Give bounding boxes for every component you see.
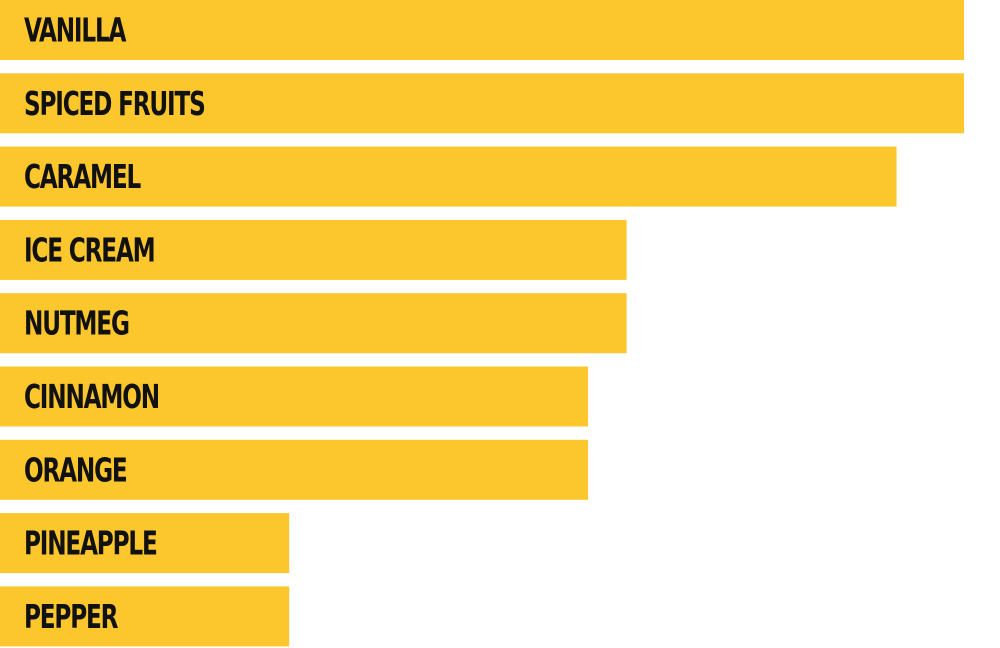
bar-label: CARAMEL — [24, 158, 141, 196]
bar-label: ORANGE — [24, 451, 127, 489]
bar — [0, 146, 897, 207]
bar — [0, 586, 290, 647]
bar — [0, 439, 589, 500]
bar — [0, 219, 627, 280]
bar-label: PINEAPPLE — [24, 524, 157, 562]
bar — [0, 513, 290, 574]
bar-label: NUTMEG — [24, 305, 129, 343]
bar — [0, 0, 964, 60]
bar — [0, 73, 964, 134]
bar-label: ICE CREAM — [24, 231, 155, 269]
bar-label: CINNAMON — [24, 378, 159, 416]
bar — [0, 366, 589, 427]
bar-label: PEPPER — [24, 598, 118, 636]
bar-label: SPICED FRUITS — [24, 85, 205, 123]
bar-label: VANILLA — [24, 11, 127, 49]
bar — [0, 293, 627, 354]
